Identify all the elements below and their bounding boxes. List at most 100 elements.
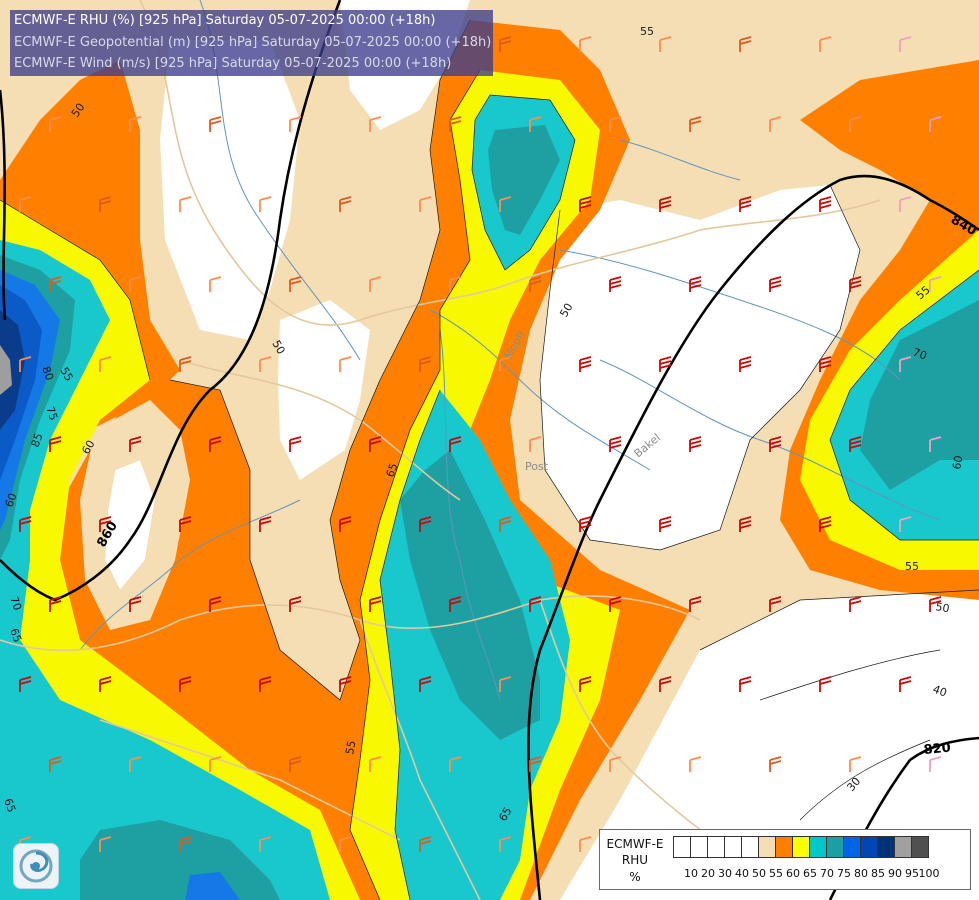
wind-barb [849, 756, 862, 772]
wind-barb [49, 116, 62, 132]
rhu-label: 40 [931, 683, 949, 700]
cyclone-logo-icon [13, 843, 59, 889]
legend: ECMWF-E RHU % 10 20 30 40 50 55 60 65 70 75 80 85 90… [599, 829, 971, 890]
wind-barb [259, 676, 272, 692]
wind-barb [129, 756, 142, 772]
legend-tick: 55 [769, 867, 783, 880]
wind-barb [449, 596, 462, 612]
legend-swatch [894, 836, 912, 858]
wind-barb [99, 676, 112, 692]
legend-swatch [826, 836, 844, 858]
rhu-label: 55 [57, 365, 75, 384]
wind-barb [739, 676, 752, 692]
wind-barb [769, 116, 782, 132]
wind-barb [689, 596, 702, 612]
wind-barb [579, 36, 592, 52]
wind-barb [499, 356, 512, 372]
wind-barb [849, 276, 862, 292]
wind-barb [259, 836, 272, 852]
rhu-label: 80 [39, 365, 56, 383]
wind-barb [369, 276, 382, 292]
river-3 [439, 329, 501, 701]
legend-swatch [843, 836, 861, 858]
wind-barb [499, 516, 512, 532]
wind-barb [659, 36, 672, 52]
wind-barb [419, 196, 432, 212]
wind-barb [659, 676, 672, 692]
geopotential-contour-west [0, 89, 7, 321]
river-5 [79, 499, 301, 651]
wind-barbs-layer [19, 36, 942, 852]
wind-barb [449, 276, 462, 292]
wind-barb [449, 436, 462, 452]
wind-barb [689, 756, 702, 772]
wind-barb [339, 356, 352, 372]
wind-barb [819, 196, 832, 212]
legend-swatch [911, 836, 929, 858]
wind-barb [259, 516, 272, 532]
rhu-label: 50 [269, 338, 287, 357]
rhu-band-70-75-central [400, 450, 540, 740]
legend-swatch [673, 836, 691, 858]
wind-barb [689, 276, 702, 292]
wind-barb [179, 516, 192, 532]
rhu-band-75-80-south [185, 872, 240, 900]
geopotential-contour-860 [0, 0, 342, 602]
wind-barb [579, 836, 592, 852]
legend-tick: 50 [752, 867, 766, 880]
wind-barb [289, 756, 302, 772]
rhu-contour-65-central [379, 389, 441, 900]
rhu-label: 60 [79, 438, 97, 457]
wind-barb [899, 676, 912, 692]
rhu-label: 60 [950, 454, 965, 470]
legend-swatch [792, 836, 810, 858]
rhu-label: 70 [7, 595, 24, 613]
wind-barb [579, 676, 592, 692]
river-7 [619, 139, 741, 181]
wind-barb [369, 756, 382, 772]
wind-barb [449, 116, 462, 132]
wind-barb [209, 596, 222, 612]
wind-barb [179, 836, 192, 852]
wind-barb [529, 756, 542, 772]
wind-barb [49, 276, 62, 292]
wind-barb [739, 196, 752, 212]
rhu-label: 55 [640, 25, 654, 38]
legend-swatches [673, 836, 929, 860]
wind-barb [609, 276, 622, 292]
wind-barb [739, 356, 752, 372]
wind-barb [929, 116, 942, 132]
title-wind: ECMWF-E Wind (m/s) [925 hPa] Saturday 05… [14, 56, 452, 71]
rhu-contour-60-west [0, 199, 151, 381]
rhu-label: 65 [384, 461, 401, 479]
rhu-contour-60-central [349, 69, 481, 900]
wind-barb [289, 436, 302, 452]
wind-barb [369, 436, 382, 452]
wind-barb [419, 836, 432, 852]
rhu-dry-area-center [278, 300, 370, 480]
wind-barb [899, 516, 912, 532]
legend-swatch [860, 836, 878, 858]
wind-barb [49, 436, 62, 452]
border-5 [359, 619, 481, 900]
legend-swatch [741, 836, 759, 858]
wind-barb [419, 676, 432, 692]
wind-barb [129, 276, 142, 292]
wind-barb [849, 116, 862, 132]
wind-barb [529, 436, 542, 452]
wind-barb [369, 596, 382, 612]
wind-barb [739, 36, 752, 52]
wind-barb [129, 596, 142, 612]
border-1 [139, 0, 881, 326]
rhu-label: 85 [29, 431, 46, 449]
place-label-post: Post [525, 460, 549, 473]
river-4 [559, 249, 901, 381]
wind-barb [99, 836, 112, 852]
title-rhu: ECMWF-E RHU (%) [925 hPa] Saturday 05-07… [14, 13, 436, 28]
wind-barb [209, 756, 222, 772]
rhu-contour-55-central [169, 19, 471, 701]
wind-barb [209, 276, 222, 292]
wind-barb [929, 436, 942, 452]
wind-barb [289, 116, 302, 132]
